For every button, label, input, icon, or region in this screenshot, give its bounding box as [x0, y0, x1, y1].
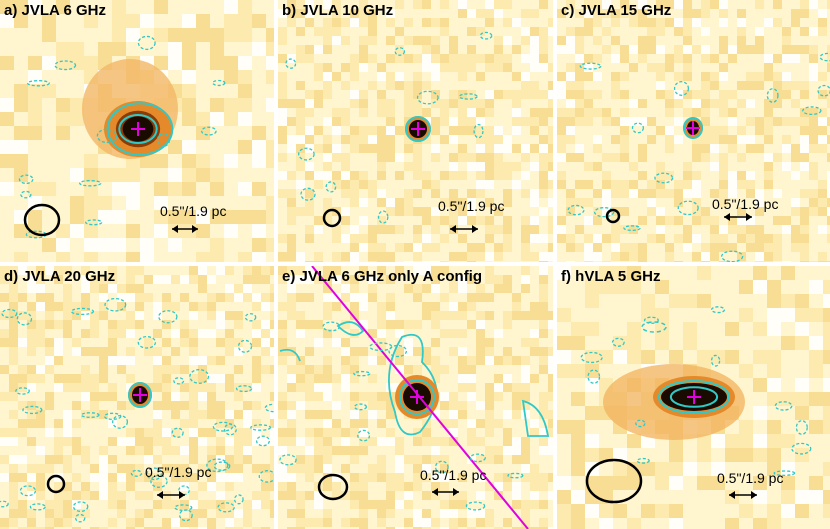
beam-ellipse: [322, 208, 342, 228]
noise-pixels: [557, 0, 830, 262]
beam-ellipse: [46, 474, 66, 494]
beam-ellipse: [605, 208, 621, 224]
panel-title: a) JVLA 6 GHz: [4, 2, 106, 19]
radio-map: [278, 266, 553, 529]
source-emission: [82, 59, 178, 159]
panel-title: e) JVLA 6 GHz only A config: [282, 268, 483, 285]
negative-contours: [285, 31, 493, 224]
scale-arrow: [729, 491, 757, 499]
beam-ellipse: [23, 203, 61, 237]
noise-pixels: [0, 266, 274, 529]
panel-title: d) JVLA 20 GHz: [4, 268, 116, 285]
position-marker: [133, 388, 147, 402]
scale-label: 0.5"/1.9 pc: [145, 464, 212, 480]
scale-label: 0.5"/1.9 pc: [717, 470, 784, 486]
noise-pixels: [278, 266, 553, 529]
scale-label: 0.5"/1.9 pc: [438, 198, 505, 214]
position-marker: [410, 390, 424, 404]
image-panel: d) JVLA 20 GHz 0.5"/1.9 pc: [0, 266, 274, 529]
image-panel: b) JVLA 10 GHz 0.5"/1.9 pc: [278, 0, 553, 262]
image-panel: f) hVLA 5 GHz 0.5"/1.9 pc: [557, 266, 830, 529]
beam-ellipse: [317, 473, 349, 501]
panel-title: f) hVLA 5 GHz: [561, 268, 661, 285]
radio-map: [0, 0, 274, 262]
scale-label: 0.5"/1.9 pc: [160, 203, 227, 219]
position-marker: [411, 122, 425, 136]
position-marker: [687, 390, 701, 404]
scale-label: 0.5"/1.9 pc: [712, 196, 779, 212]
image-panel: e) JVLA 6 GHz only A config 0.5"/1.9 pc: [278, 266, 553, 529]
radio-map: [0, 266, 274, 529]
panel-title: c) JVLA 15 GHz: [561, 2, 672, 19]
radio-map: [557, 0, 830, 262]
scale-arrow: [432, 488, 459, 496]
position-marker: [686, 121, 700, 135]
radio-map: [557, 266, 830, 529]
negative-contours: [18, 35, 226, 239]
scale-arrow: [724, 213, 752, 221]
position-marker: [131, 122, 145, 136]
panel-title: b) JVLA 10 GHz: [282, 2, 394, 19]
image-panel: a) JVLA 6 GHz 0.5"/1.9 pc: [0, 0, 274, 262]
scale-arrow: [157, 491, 185, 499]
radio-map: [278, 0, 553, 262]
image-panel: c) JVLA 15 GHz 0.5"/1.9 pc: [557, 0, 830, 262]
negative-contours: [567, 52, 830, 262]
beam-ellipse: [585, 458, 643, 504]
noise-pixels: [278, 0, 553, 262]
negative-contours: [279, 321, 524, 511]
scale-arrow: [172, 225, 198, 233]
scale-label: 0.5"/1.9 pc: [420, 467, 487, 483]
scale-arrow: [450, 225, 478, 233]
